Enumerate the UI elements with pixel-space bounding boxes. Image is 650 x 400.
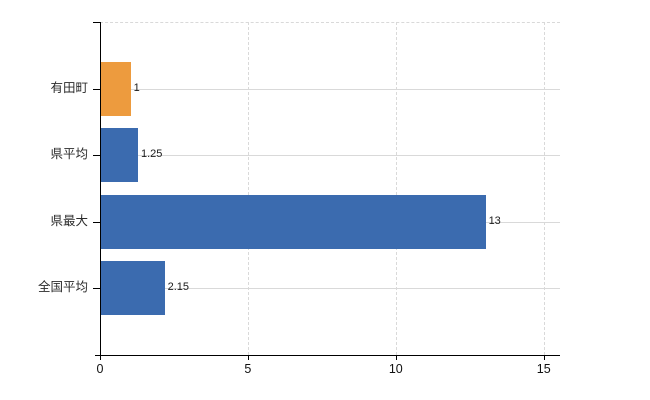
x-axis-tick xyxy=(543,355,545,360)
vertical-gridline xyxy=(543,22,545,355)
x-tick-label: 5 xyxy=(244,362,252,376)
x-axis-line xyxy=(95,355,560,356)
bar-value-label: 1 xyxy=(133,81,140,94)
y-axis-tick xyxy=(93,88,100,90)
x-axis-tick xyxy=(100,355,101,360)
category-label: 県最大 xyxy=(50,213,88,228)
horizontal-gridline xyxy=(100,88,560,90)
y-axis-line xyxy=(100,22,101,356)
y-axis-tick xyxy=(93,22,100,23)
y-axis-tick xyxy=(93,288,100,290)
x-tick-label: 0 xyxy=(96,362,104,376)
vertical-gridline xyxy=(395,22,397,355)
y-axis-tick xyxy=(93,155,100,157)
x-tick-label: 15 xyxy=(536,362,551,376)
bar-value-label: 2.15 xyxy=(167,281,190,294)
x-axis-tick xyxy=(395,355,397,360)
bar xyxy=(101,61,131,116)
x-axis-tick xyxy=(247,355,249,360)
bar-value-label: 13 xyxy=(488,214,501,227)
horizontal-gridline xyxy=(100,155,560,157)
bar xyxy=(101,128,138,183)
category-label: 県平均 xyxy=(50,147,88,162)
y-axis-tick xyxy=(93,221,100,223)
plot-top-border xyxy=(100,22,560,23)
category-label: 全国平均 xyxy=(37,280,88,295)
vertical-gridline xyxy=(247,22,249,355)
bar-value-label: 1.25 xyxy=(140,148,163,161)
category-label: 有田町 xyxy=(50,80,88,95)
horizontal-gridline xyxy=(100,288,560,290)
bar xyxy=(101,261,165,316)
x-tick-label: 10 xyxy=(388,362,403,376)
bar xyxy=(101,194,486,249)
